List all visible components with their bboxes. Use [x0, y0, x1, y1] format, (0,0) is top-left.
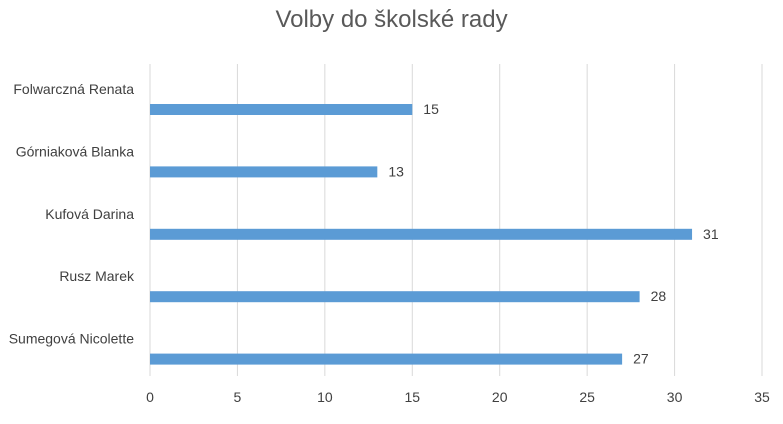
- x-tick-label: 10: [317, 389, 333, 405]
- x-tick-label: 30: [667, 389, 683, 405]
- x-tick-label: 35: [754, 389, 770, 405]
- x-tick-label: 5: [234, 389, 242, 405]
- data-label: 15: [423, 101, 439, 117]
- data-label: 28: [651, 288, 667, 304]
- bar: [150, 166, 378, 178]
- bar: [150, 353, 623, 365]
- data-label: 27: [633, 351, 649, 367]
- data-label: 13: [388, 163, 404, 179]
- x-tick-label: 0: [146, 389, 154, 405]
- category-label: Folwarczná Renata: [13, 81, 134, 97]
- x-tick-label: 20: [492, 389, 508, 405]
- category-label: Sumegová Nicolette: [9, 331, 135, 347]
- data-label: 31: [703, 226, 719, 242]
- bar: [150, 291, 640, 303]
- bar: [150, 104, 413, 115]
- x-tick-label: 15: [404, 389, 420, 405]
- bar: [150, 228, 693, 240]
- category-label: Rusz Marek: [59, 268, 135, 284]
- category-label: Kufová Darina: [45, 206, 134, 222]
- x-tick-label: 25: [579, 389, 595, 405]
- chart-title: Volby do školské rady: [275, 6, 508, 33]
- category-label: Górniaková Blanka: [16, 143, 135, 159]
